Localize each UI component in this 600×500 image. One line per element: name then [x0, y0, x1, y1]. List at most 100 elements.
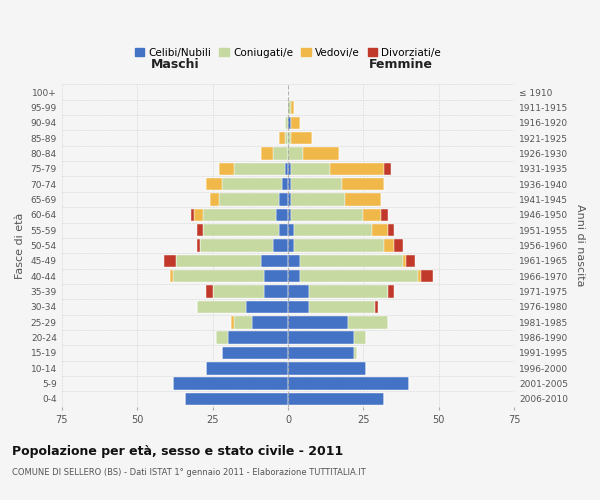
Bar — [185, 392, 288, 405]
Bar — [261, 254, 288, 267]
Bar — [197, 239, 200, 252]
Text: Femmine: Femmine — [369, 58, 433, 71]
Bar — [206, 178, 221, 190]
Bar — [345, 193, 382, 206]
Bar — [376, 300, 379, 313]
Bar — [382, 208, 388, 221]
Bar — [218, 162, 233, 175]
Text: Popolazione per età, sesso e stato civile - 2011: Popolazione per età, sesso e stato civil… — [12, 445, 343, 458]
Bar — [176, 254, 261, 267]
Bar — [282, 178, 288, 190]
Y-axis label: Fasce di età: Fasce di età — [15, 212, 25, 278]
Bar — [212, 286, 264, 298]
Bar — [355, 346, 358, 359]
Bar — [203, 224, 279, 236]
Bar — [288, 286, 309, 298]
Bar — [279, 193, 288, 206]
Y-axis label: Anni di nascita: Anni di nascita — [575, 204, 585, 287]
Bar — [206, 286, 212, 298]
Bar — [227, 332, 288, 344]
Bar — [252, 316, 288, 328]
Bar — [194, 208, 203, 221]
Bar — [421, 270, 433, 282]
Bar — [170, 270, 173, 282]
Bar — [291, 178, 342, 190]
Bar — [221, 346, 288, 359]
Bar — [394, 239, 403, 252]
Bar — [300, 270, 418, 282]
Bar — [218, 193, 279, 206]
Bar — [288, 178, 291, 190]
Bar — [364, 208, 382, 221]
Text: Maschi: Maschi — [151, 58, 199, 71]
Bar — [288, 132, 291, 144]
Bar — [294, 239, 385, 252]
Bar — [264, 286, 288, 298]
Bar — [173, 270, 264, 282]
Bar — [230, 316, 233, 328]
Bar — [403, 254, 406, 267]
Bar — [288, 193, 291, 206]
Bar — [288, 239, 294, 252]
Bar — [385, 239, 394, 252]
Bar — [279, 224, 288, 236]
Bar — [288, 392, 385, 405]
Bar — [288, 116, 291, 129]
Bar — [288, 254, 300, 267]
Bar — [288, 147, 303, 160]
Bar — [388, 286, 394, 298]
Text: COMUNE DI SELLERO (BS) - Dati ISTAT 1° gennaio 2011 - Elaborazione TUTTITALIA.IT: COMUNE DI SELLERO (BS) - Dati ISTAT 1° g… — [12, 468, 366, 477]
Bar — [406, 254, 415, 267]
Bar — [209, 193, 218, 206]
Bar — [288, 224, 294, 236]
Bar — [291, 162, 330, 175]
Bar — [291, 193, 345, 206]
Bar — [288, 270, 300, 282]
Bar — [173, 378, 288, 390]
Bar — [288, 362, 367, 374]
Bar — [342, 178, 385, 190]
Bar — [285, 162, 288, 175]
Bar — [221, 178, 282, 190]
Bar — [309, 286, 388, 298]
Bar — [291, 101, 294, 114]
Bar — [288, 162, 291, 175]
Bar — [197, 224, 203, 236]
Bar — [288, 378, 409, 390]
Bar — [288, 316, 348, 328]
Bar — [215, 332, 227, 344]
Bar — [285, 116, 288, 129]
Legend: Celibi/Nubili, Coniugati/e, Vedovi/e, Divorziati/e: Celibi/Nubili, Coniugati/e, Vedovi/e, Di… — [131, 44, 445, 62]
Bar — [279, 132, 285, 144]
Bar — [197, 300, 246, 313]
Bar — [261, 147, 273, 160]
Bar — [388, 224, 394, 236]
Bar — [264, 270, 288, 282]
Bar — [233, 162, 285, 175]
Bar — [418, 270, 421, 282]
Bar — [291, 116, 300, 129]
Bar — [348, 316, 388, 328]
Bar — [164, 254, 176, 267]
Bar — [206, 362, 288, 374]
Bar — [288, 208, 291, 221]
Bar — [288, 101, 291, 114]
Bar — [309, 300, 376, 313]
Bar — [273, 239, 288, 252]
Bar — [288, 346, 355, 359]
Bar — [288, 300, 309, 313]
Bar — [300, 254, 403, 267]
Bar — [355, 332, 367, 344]
Bar — [203, 208, 276, 221]
Bar — [246, 300, 288, 313]
Bar — [285, 132, 288, 144]
Bar — [273, 147, 288, 160]
Bar — [303, 147, 339, 160]
Bar — [276, 208, 288, 221]
Bar — [291, 132, 312, 144]
Bar — [373, 224, 388, 236]
Bar — [330, 162, 385, 175]
Bar — [294, 224, 373, 236]
Bar — [191, 208, 194, 221]
Bar — [233, 316, 252, 328]
